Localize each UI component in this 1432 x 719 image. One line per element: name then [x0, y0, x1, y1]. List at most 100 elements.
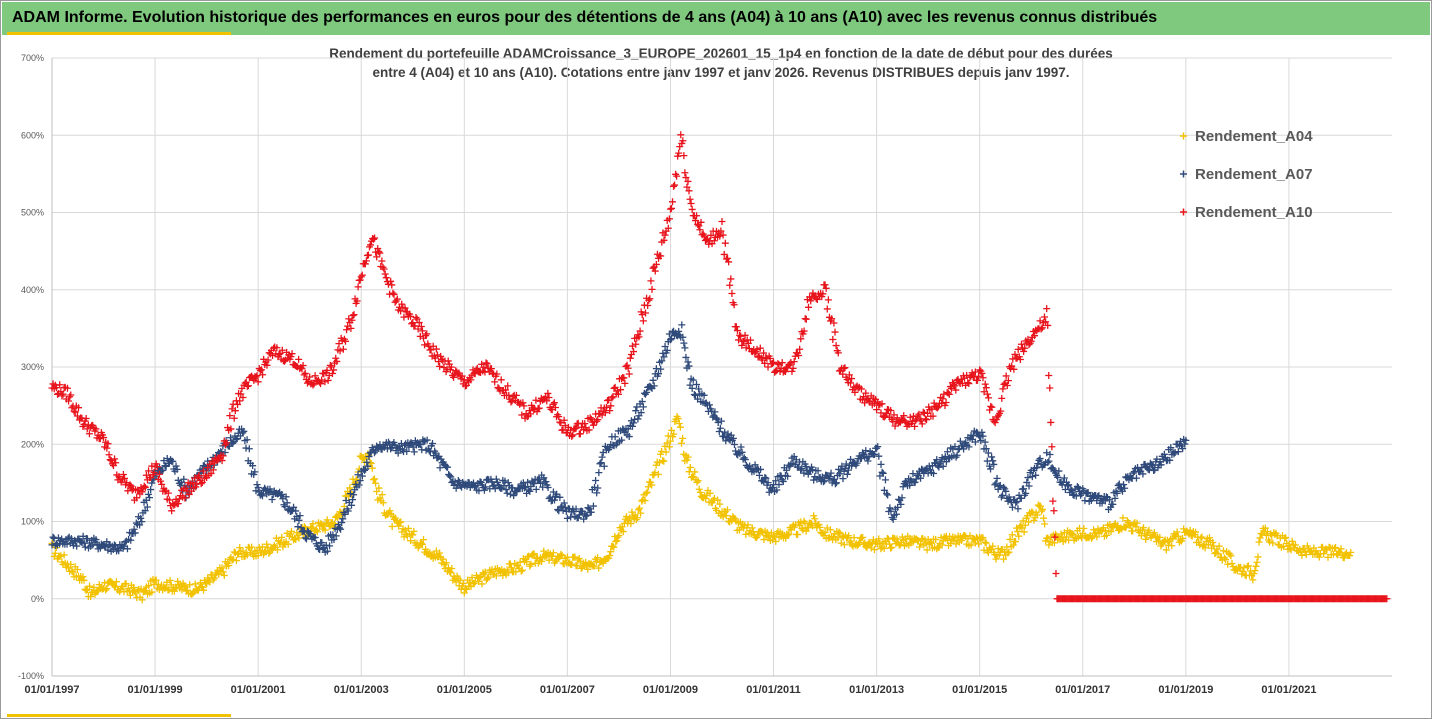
data-point [229, 555, 237, 563]
data-point [906, 481, 914, 489]
data-point [1102, 493, 1110, 501]
data-point [754, 532, 762, 540]
data-point [846, 379, 854, 387]
data-point [870, 450, 878, 458]
data-point [198, 478, 206, 486]
data-point [716, 232, 724, 240]
accent-line-top [7, 32, 231, 35]
data-point [1103, 531, 1111, 539]
data-point [278, 533, 286, 541]
data-point [1002, 487, 1010, 495]
data-point [394, 449, 402, 457]
data-point [1020, 347, 1028, 355]
data-point [870, 399, 878, 407]
data-point [87, 593, 95, 601]
data-point [1347, 548, 1355, 556]
data-point [504, 479, 512, 487]
data-point [917, 474, 925, 482]
data-point [174, 577, 182, 585]
data-point [410, 527, 418, 535]
data-point [982, 384, 990, 392]
data-point [1036, 455, 1044, 463]
data-point [349, 496, 357, 504]
data-point [535, 404, 543, 412]
data-point [1068, 487, 1076, 495]
data-point [850, 534, 858, 542]
data-point [989, 457, 997, 465]
data-point [732, 323, 740, 331]
data-point [545, 393, 553, 401]
data-point [69, 568, 77, 576]
data-point [741, 456, 749, 464]
data-point [126, 481, 134, 489]
data-point [875, 452, 883, 460]
data-point [491, 378, 499, 386]
data-point [879, 469, 887, 477]
data-point [336, 347, 344, 355]
data-point [186, 581, 194, 589]
data-point [309, 520, 317, 528]
data-point [105, 451, 113, 459]
data-point [618, 436, 626, 444]
data-point [181, 494, 189, 502]
data-point [172, 462, 180, 470]
data-point [1186, 526, 1194, 534]
data-point [619, 528, 627, 536]
data-point [964, 379, 972, 387]
data-point [1121, 484, 1129, 492]
data-point [199, 467, 207, 475]
data-point [1254, 553, 1262, 561]
y-tick-label: 400% [21, 285, 44, 295]
data-point [1160, 450, 1168, 458]
data-point [762, 474, 770, 482]
data-point [361, 260, 369, 268]
data-point [975, 540, 983, 548]
data-point [324, 376, 332, 384]
data-point [584, 565, 592, 573]
data-point [670, 430, 678, 438]
data-point [251, 468, 259, 476]
data-point [504, 569, 512, 577]
data-point [1252, 562, 1260, 570]
data-point [452, 578, 460, 586]
data-point [835, 528, 843, 536]
data-point [561, 503, 569, 511]
data-point [166, 576, 174, 584]
data-point [997, 407, 1005, 415]
data-point [345, 315, 353, 323]
data-point [1044, 534, 1052, 542]
data-point [375, 484, 383, 492]
data-point [295, 534, 303, 542]
data-point [638, 398, 646, 406]
data-point [1181, 440, 1189, 448]
data-point [392, 297, 400, 305]
chart-marks [48, 131, 1391, 604]
data-point [282, 493, 290, 501]
data-point [658, 447, 666, 455]
chart-legend: Rendement_A04 Rendement_A07 Rendement_A10 [1180, 128, 1313, 221]
data-point [442, 559, 450, 567]
data-point [1080, 525, 1088, 533]
data-point [613, 537, 621, 545]
data-point [293, 513, 301, 521]
data-point [141, 483, 149, 491]
data-point [317, 380, 325, 388]
data-point [239, 429, 247, 437]
data-point [530, 550, 538, 558]
data-point [444, 357, 452, 365]
data-point [295, 355, 303, 363]
data-point [971, 539, 979, 547]
data-point [679, 434, 687, 442]
data-point [1197, 534, 1205, 542]
data-point [627, 520, 635, 528]
data-point [1012, 499, 1020, 507]
data-point [1050, 507, 1058, 515]
data-point [752, 534, 760, 542]
data-point [350, 491, 358, 499]
data-point [737, 332, 745, 340]
data-point [823, 305, 831, 313]
data-point [130, 525, 138, 533]
data-point [401, 304, 409, 312]
y-tick-label: 0% [31, 594, 44, 604]
data-point [248, 543, 256, 551]
